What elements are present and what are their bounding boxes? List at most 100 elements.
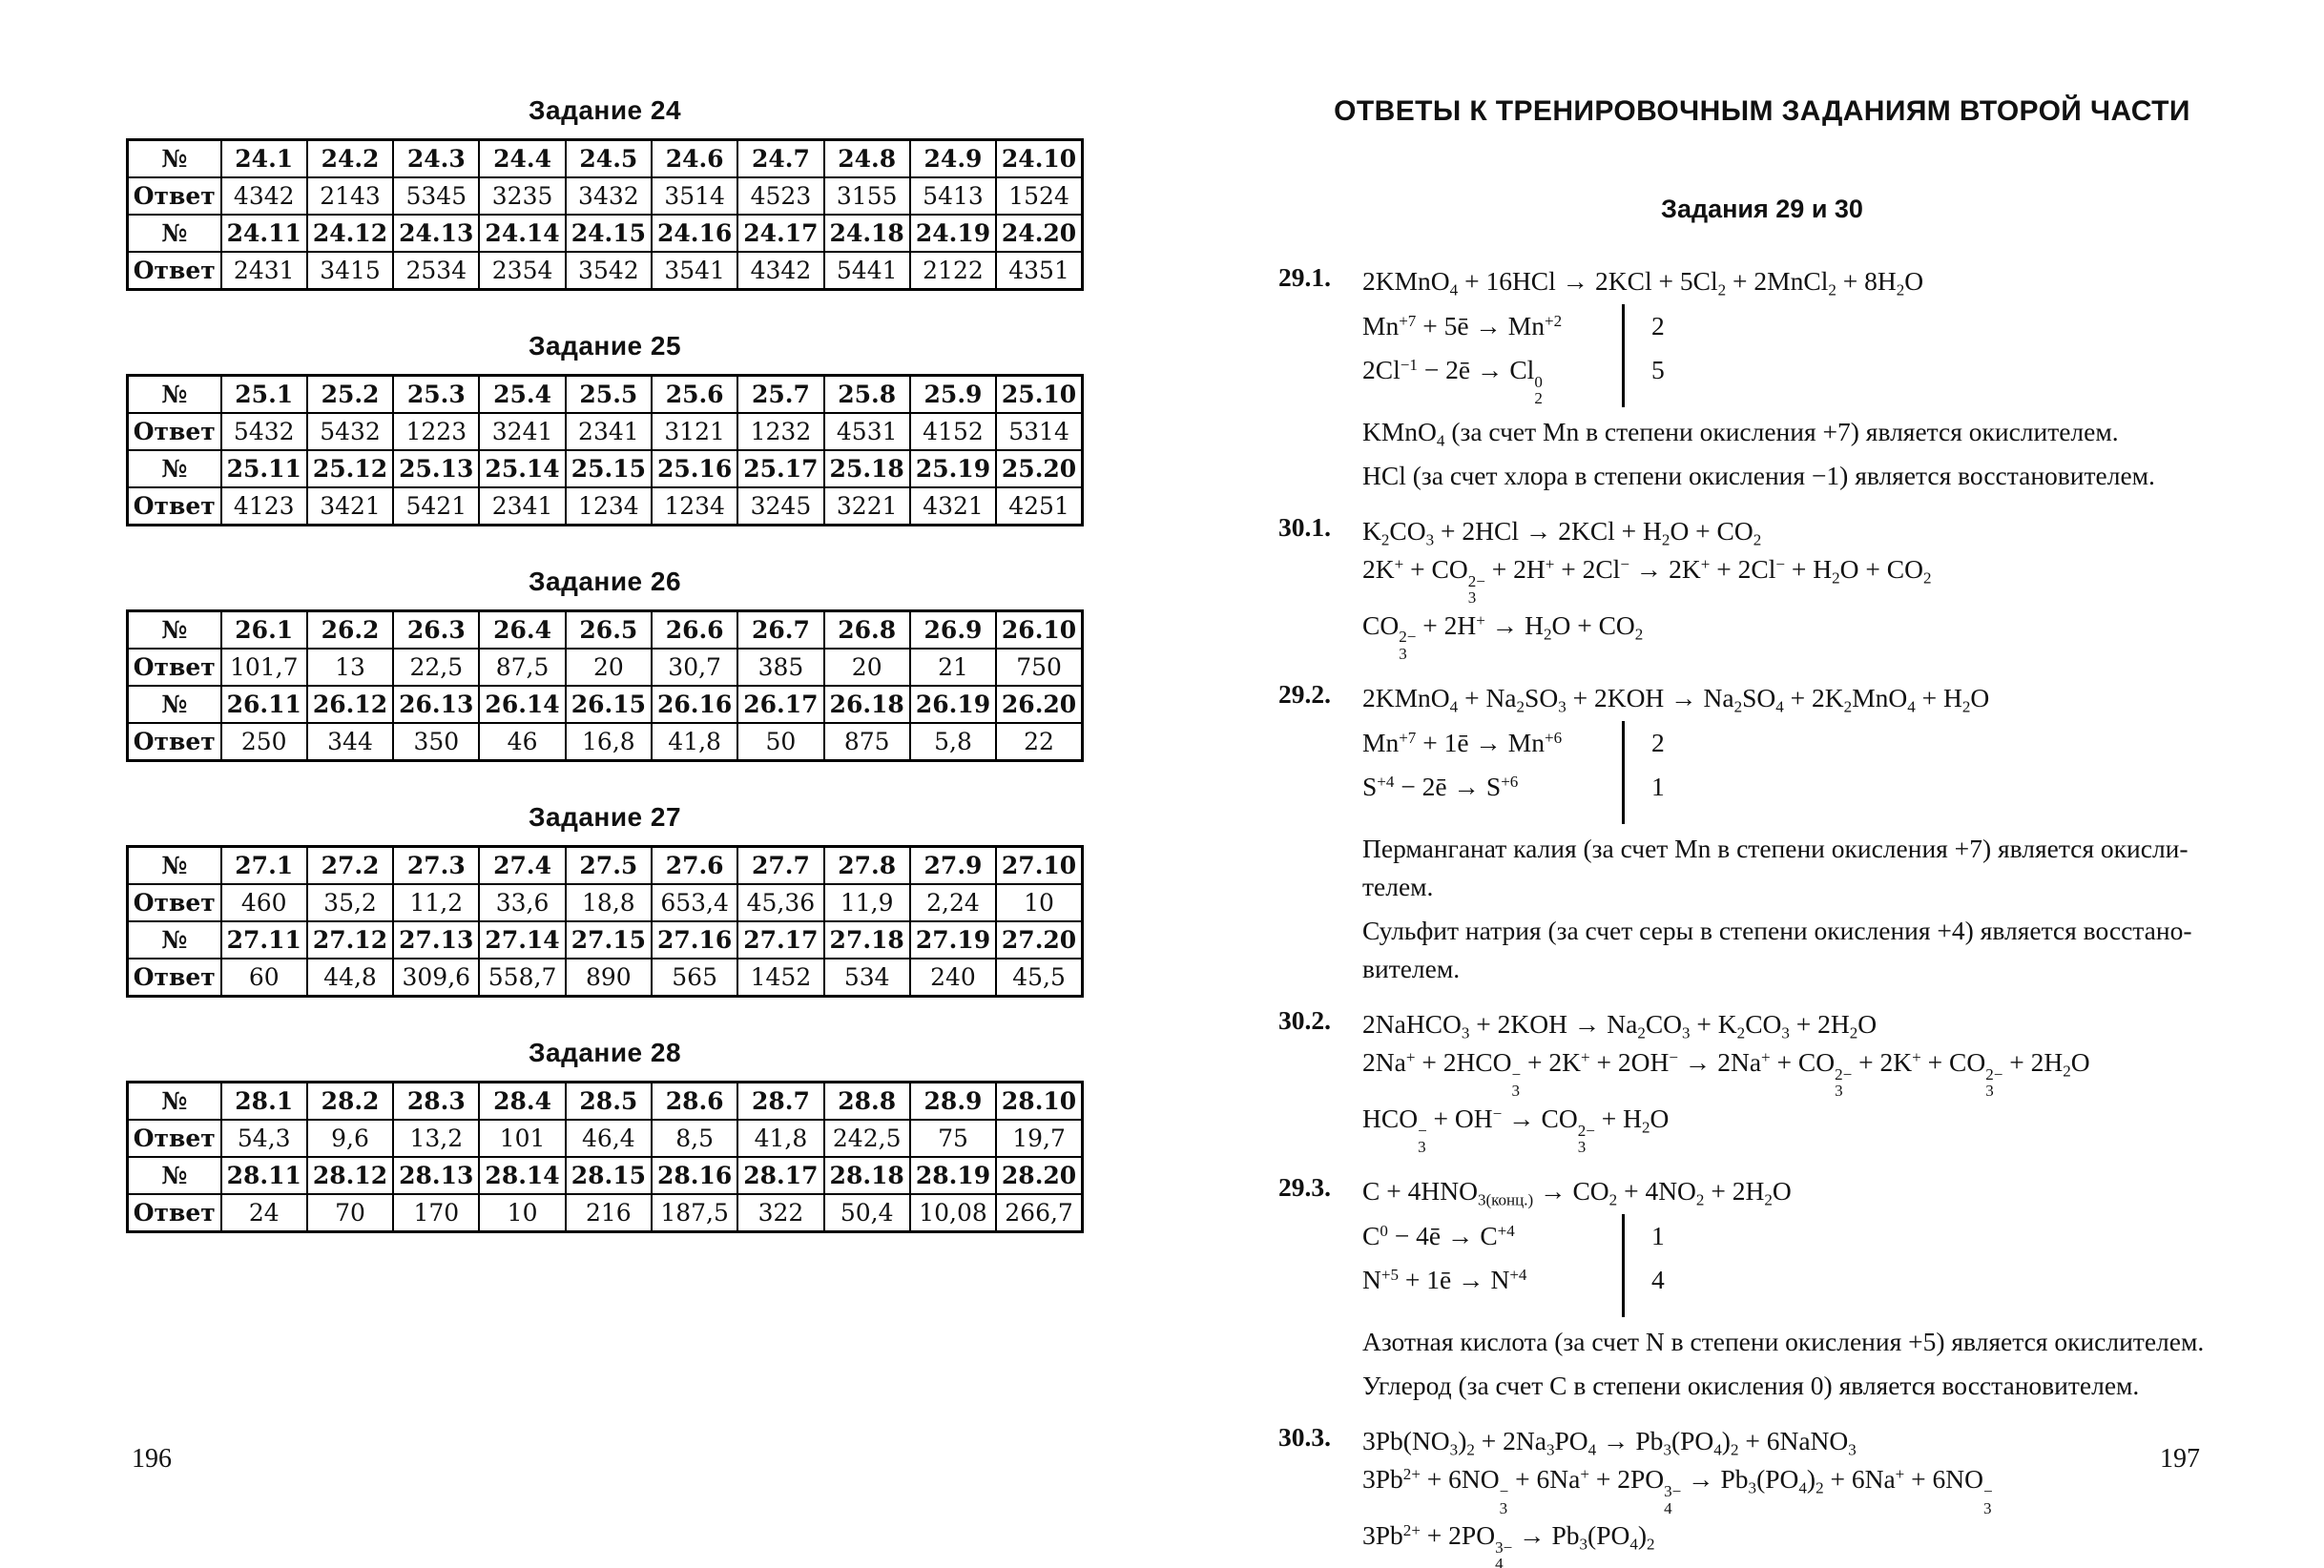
task-number-cell: 25.12 <box>305 449 395 488</box>
task-number-cell: 26.16 <box>650 685 739 724</box>
task-number-cell: 26.7 <box>737 609 825 650</box>
chemical-equation: 2K+ + CO 2− 3 + 2H+ + 2Cl− → 2K+ + 2Cl− + … <box>1362 554 1932 608</box>
table-row: Ответ 5432 5432 1223 3241 2341 3121 1232 4531 415… <box>126 412 1084 451</box>
answer-cell: 20 <box>822 648 911 687</box>
task-number-cell: 24.19 <box>908 214 998 253</box>
answer-item-30.2: 30.2. 2NaHCO3 + 2KOH → Na2CO3 + K2CO3 + 2… <box>1278 1005 2246 1155</box>
answer-cell: 8,5 <box>650 1119 739 1158</box>
half-reaction: N+5 + 1ē → N+4 <box>1362 1265 1527 1295</box>
answer-cell: 5345 <box>392 176 481 216</box>
row-label: Ответ <box>126 176 222 216</box>
task-number-cell: 26.13 <box>392 685 481 724</box>
answer-cell: 4321 <box>908 486 998 526</box>
task-number-cell: 28.9 <box>908 1081 998 1121</box>
task-number-cell: 26.15 <box>564 685 654 724</box>
answer-cell: 250 <box>219 722 308 762</box>
answer-item-30.1: 30.1. K2CO3 + 2HCl → 2KCl + H2O + CO2 2K+ … <box>1278 512 2246 662</box>
item-body: 2KMnO4 + Na2SO3 + 2KOH → Na2SO4 + 2K2MnO… <box>1362 679 2246 988</box>
task-number-cell: 25.8 <box>822 374 911 414</box>
task-number-cell: 26.12 <box>305 685 395 724</box>
answer-cell: 3421 <box>305 486 395 526</box>
task-number-cell: 26.19 <box>908 685 998 724</box>
chemical-equation: 2Na+ + 2HCO −3 + 2K+ + 2OH− → 2Na+ + CO 2−… <box>1362 1047 2090 1101</box>
row-label: № <box>126 920 222 959</box>
item-body: 3Pb(NO3)2 + 2Na3PO4 → Pb3(PO4)2 + 6NaNO3… <box>1362 1422 2246 1568</box>
answer-cell: 385 <box>737 648 825 687</box>
task-number-cell: 27.12 <box>305 920 395 959</box>
task-number-cell: 27.11 <box>219 920 308 959</box>
answer-cell: 5314 <box>995 412 1084 451</box>
task-number-cell: 25.4 <box>478 374 567 414</box>
answer-cell: 1524 <box>995 176 1084 216</box>
task-title: Задание 24 <box>528 95 682 125</box>
answer-item-29.2: 29.2. 2KMnO4 + Na2SO3 + 2KOH → Na2SO4 + 2… <box>1278 679 2246 988</box>
answer-cell: 33,6 <box>478 883 567 922</box>
row-label: Ответ <box>126 883 222 922</box>
task-number-cell: 27.7 <box>737 845 825 885</box>
task-number-cell: 24.16 <box>650 214 739 253</box>
task-number-cell: 24.17 <box>737 214 825 253</box>
answer-table: № 24.1 24.2 24.3 24.4 24.5 24.6 24.7 24.8 24.9 24.… <box>126 138 1084 291</box>
row-label: Ответ <box>126 251 222 291</box>
answer-table: № 28.1 28.2 28.3 28.4 28.5 28.6 28.7 28.8 28.9 28.… <box>126 1081 1084 1233</box>
explanation-note: Перманганат калия (за счет Mn в степени … <box>1362 834 2189 902</box>
answer-cell: 4351 <box>995 251 1084 291</box>
task-number-cell: 26.10 <box>995 609 1084 650</box>
answer-cell: 2143 <box>305 176 395 216</box>
item-body: C + 4HNO3(конц.) → CO2 + 4NO2 + 2H2O C0 −… <box>1362 1172 2246 1405</box>
left-page: Задание 24 № 24.1 24.2 24.3 24.4 24.5 24.6 24.7 2… <box>126 95 1084 1273</box>
answer-cell: 3155 <box>822 176 911 216</box>
chemical-equation: K2CO3 + 2HCl → 2KCl + H2O + CO2 <box>1362 516 1762 549</box>
row-label: № <box>126 609 222 650</box>
task-number-cell: 27.14 <box>478 920 567 959</box>
table-row: Ответ 250 344 350 46 16,8 41,8 50 875 5,8 22 <box>126 722 1084 762</box>
coefficient: 1 <box>1651 1221 1665 1251</box>
answer-cell: 10,08 <box>908 1193 998 1233</box>
task-number-cell: 25.6 <box>650 374 739 414</box>
answer-cell: 16,8 <box>564 722 654 762</box>
task-number-cell: 27.15 <box>564 920 654 959</box>
task-section-27: Задание 27 № 27.1 27.2 27.3 27.4 27.5 27.6 27.7 2… <box>126 802 1084 998</box>
task-title: Задание 27 <box>528 802 682 832</box>
half-reaction: 2Cl−1 − 2ē → Cl 0 2 <box>1362 355 1543 408</box>
task-number-cell: 26.4 <box>478 609 567 650</box>
row-label: № <box>126 449 222 488</box>
answer-cell: 1232 <box>737 412 825 451</box>
task-title: Задание 25 <box>528 331 682 361</box>
chemical-equation: 3Pb2+ + 6NO −3 + 6Na+ + 2PO 3− 4 → Pb3(PO4)… <box>1362 1464 1993 1517</box>
task-number-cell: 28.14 <box>478 1156 567 1195</box>
electron-balance: Mn+7 + 1ē → Mn+6 S+4 − 2ē → S+6 2 1 <box>1362 721 2246 825</box>
answer-cell: 1452 <box>737 958 825 998</box>
task-number-cell: 27.17 <box>737 920 825 959</box>
task-number-cell: 25.10 <box>995 374 1084 414</box>
answer-cell: 19,7 <box>995 1119 1084 1158</box>
answer-cell: 101,7 <box>219 648 308 687</box>
answer-cell: 344 <box>305 722 395 762</box>
answer-cell: 5432 <box>219 412 308 451</box>
task-number-cell: 25.7 <box>737 374 825 414</box>
task-number-cell: 27.10 <box>995 845 1084 885</box>
task-number-cell: 27.3 <box>392 845 481 885</box>
table-row: № 27.11 27.12 27.13 27.14 27.15 27.16 27.17 27.1… <box>126 920 1084 959</box>
answer-cell: 2,24 <box>908 883 998 922</box>
answer-cell: 1234 <box>564 486 654 526</box>
item-number: 30.3. <box>1278 1422 1331 1453</box>
answer-cell: 44,8 <box>305 958 395 998</box>
answer-cell: 11,9 <box>822 883 911 922</box>
explanation-note: Азотная кислота (за счет N в степени оки… <box>1362 1327 2205 1357</box>
answer-cell: 4251 <box>995 486 1084 526</box>
task-number-cell: 27.5 <box>564 845 654 885</box>
answer-cell: 30,7 <box>650 648 739 687</box>
answer-cell: 1234 <box>650 486 739 526</box>
answer-cell: 3514 <box>650 176 739 216</box>
answer-cell: 534 <box>822 958 911 998</box>
task-title: Задание 26 <box>528 567 682 596</box>
answer-cell: 35,2 <box>305 883 395 922</box>
table-row: Ответ 4342 2143 5345 3235 3432 3514 4523 3155 541… <box>126 176 1084 216</box>
answer-cell: 350 <box>392 722 481 762</box>
item-number: 30.1. <box>1278 512 1331 542</box>
task-section-25: Задание 25 № 25.1 25.2 25.3 25.4 25.5 25.6 25.7 2… <box>126 331 1084 526</box>
task-number-cell: 26.8 <box>822 609 911 650</box>
table-row: Ответ 460 35,2 11,2 33,6 18,8 653,4 45,36 11,9 2,… <box>126 883 1084 922</box>
